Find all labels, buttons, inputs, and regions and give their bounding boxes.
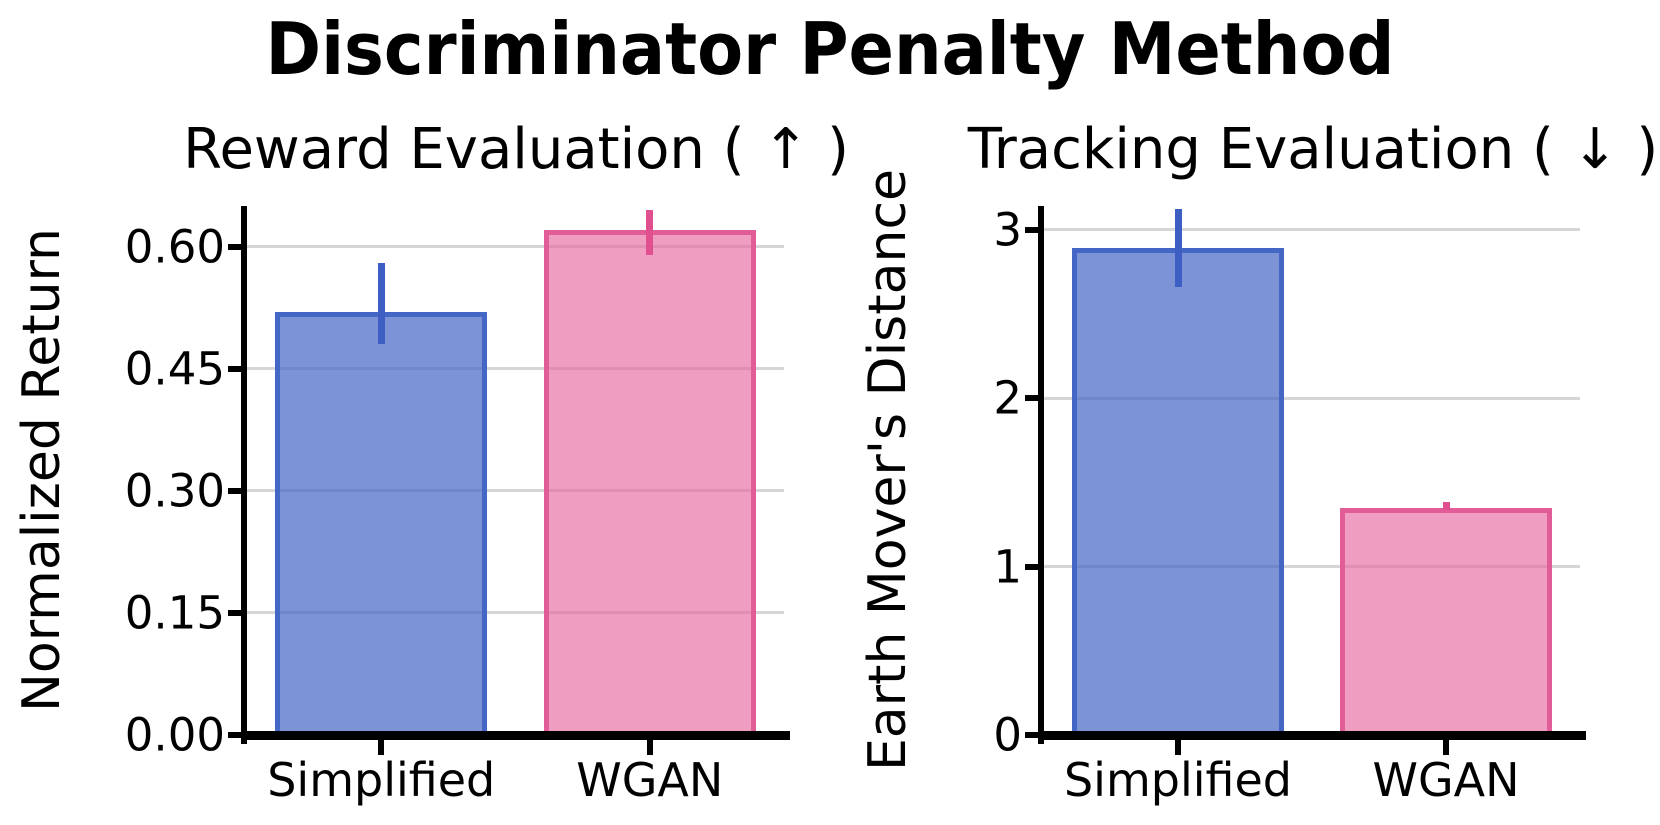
y-tick — [228, 487, 247, 494]
error-bar-simplified — [1174, 209, 1182, 287]
x-tick-label-simplified: Simplified — [1063, 753, 1293, 807]
y-tick-label: 1 — [993, 540, 1022, 594]
y-axis-label-normalized-return: Normalized Return — [12, 228, 72, 712]
gridline — [247, 245, 784, 249]
y-tick-label: 0.00 — [124, 708, 225, 762]
y-axis-label-earth-movers-distance: Earth Mover's Distance — [858, 168, 918, 772]
x-tick-label-wgan: WGAN — [576, 753, 724, 807]
gridline — [1044, 228, 1580, 232]
y-tick — [1025, 395, 1044, 402]
gridline — [247, 367, 784, 371]
y-tick-label: 2 — [993, 371, 1022, 425]
y-tick-label: 0.60 — [124, 220, 225, 274]
y-axis-spine — [241, 206, 247, 744]
y-tick-label: 0.45 — [124, 342, 225, 396]
x-tick — [1175, 739, 1181, 755]
y-tick — [1025, 226, 1044, 233]
y-tick — [228, 365, 247, 372]
y-tick-label: 3 — [993, 203, 1022, 257]
x-tick — [646, 739, 653, 755]
bar-wgan — [543, 230, 756, 735]
x-tick — [378, 739, 385, 755]
y-tick — [1025, 732, 1044, 738]
y-tick — [228, 732, 247, 738]
figure-title: Discriminator Penalty Method — [0, 6, 1660, 92]
gridline — [247, 611, 784, 615]
gridline — [1044, 396, 1580, 400]
x-axis-spine — [1038, 730, 1586, 740]
y-tick-label: 0.15 — [124, 586, 225, 640]
error-bar-wgan — [646, 210, 654, 255]
y-tick-label: 0.30 — [124, 464, 225, 518]
subplot-title-tracking-evaluation: Tracking Evaluation ( ↓ ) — [967, 117, 1659, 182]
bar-wgan — [1339, 507, 1552, 735]
subplot-title-reward-evaluation: Reward Evaluation ( ↑ ) — [183, 117, 849, 182]
x-tick — [1443, 739, 1449, 755]
y-tick — [1025, 563, 1044, 570]
error-bar-simplified — [377, 262, 385, 345]
x-axis-spine — [241, 730, 790, 740]
y-tick — [228, 609, 247, 616]
error-bar-wgan — [1442, 501, 1450, 511]
x-tick-label-wgan: WGAN — [1372, 753, 1520, 807]
figure-title-text: Discriminator Penalty Method — [265, 7, 1395, 91]
gridline — [1044, 565, 1580, 569]
x-tick-label-simplified: Simplified — [267, 753, 496, 807]
y-tick — [228, 243, 247, 250]
gridline — [247, 489, 784, 493]
bar-simplified — [275, 311, 488, 735]
y-tick-label: 0 — [993, 708, 1022, 762]
bar-simplified — [1071, 248, 1284, 735]
y-axis-spine — [1038, 206, 1044, 744]
